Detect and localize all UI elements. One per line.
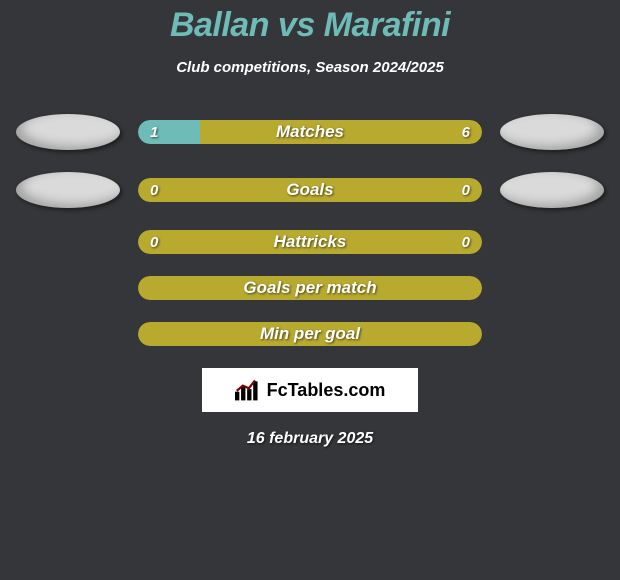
stat-bar: Goals per match <box>138 276 482 300</box>
stat-label: Matches <box>138 120 482 144</box>
stat-row: Goals per match <box>0 276 620 300</box>
player-badge-right <box>500 114 604 150</box>
stat-label: Min per goal <box>138 322 482 346</box>
logo-text-label: FcTables.com <box>267 380 386 401</box>
stat-bar: 1Matches6 <box>138 120 482 144</box>
stat-rows: 1Matches60Goals00Hattricks0Goals per mat… <box>0 114 620 346</box>
stat-value-right: 6 <box>462 120 470 144</box>
stat-label: Hattricks <box>138 230 482 254</box>
stat-row: 0Goals0 <box>0 172 620 208</box>
player-badge-left <box>16 172 120 208</box>
comparison-card: Ballan vs Marafini Club competitions, Se… <box>0 0 620 448</box>
stat-value-right: 0 <box>462 178 470 202</box>
stat-label: Goals per match <box>138 276 482 300</box>
page-title: Ballan vs Marafini <box>0 6 620 45</box>
stat-row: Min per goal <box>0 322 620 346</box>
site-logo: FcTables.com <box>235 379 386 401</box>
player-badge-left <box>16 114 120 150</box>
bars-icon <box>235 379 261 401</box>
subtitle: Club competitions, Season 2024/2025 <box>0 59 620 76</box>
date-line: 16 february 2025 <box>0 430 620 448</box>
stat-bar: 0Hattricks0 <box>138 230 482 254</box>
stat-row: 0Hattricks0 <box>0 230 620 254</box>
stat-bar: 0Goals0 <box>138 178 482 202</box>
logo-box[interactable]: FcTables.com <box>202 368 418 412</box>
player-badge-right <box>500 172 604 208</box>
stat-label: Goals <box>138 178 482 202</box>
stat-bar: Min per goal <box>138 322 482 346</box>
stat-row: 1Matches6 <box>0 114 620 150</box>
stat-value-right: 0 <box>462 230 470 254</box>
